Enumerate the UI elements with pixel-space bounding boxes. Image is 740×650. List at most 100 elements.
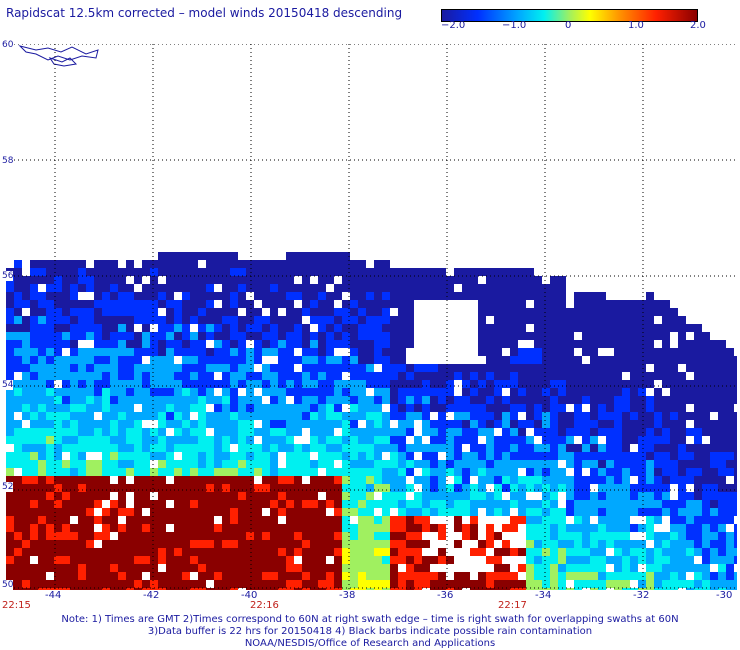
wind-cell [118, 388, 126, 396]
wind-cell [126, 324, 134, 332]
wind-cell [646, 316, 654, 324]
wind-cell [326, 348, 334, 356]
wind-cell [710, 532, 718, 540]
wind-cell [646, 300, 654, 308]
wind-cell [358, 476, 366, 484]
wind-cell [510, 444, 518, 452]
wind-cell [678, 500, 686, 508]
wind-cell [102, 484, 110, 492]
wind-cell [502, 580, 510, 588]
wind-cell [462, 380, 470, 388]
wind-cell [406, 540, 414, 548]
wind-cell [22, 516, 30, 524]
wind-cell [510, 580, 518, 588]
wind-cell [438, 500, 446, 508]
wind-cell [422, 580, 430, 588]
wind-cell [510, 412, 518, 420]
wind-cell [694, 532, 702, 540]
wind-cell [654, 348, 662, 356]
wind-cell [102, 468, 110, 476]
wind-cell [366, 484, 374, 492]
wind-cell [302, 380, 310, 388]
wind-cell [294, 588, 302, 590]
wind-cell [574, 420, 582, 428]
wind-cell [638, 340, 646, 348]
wind-cell [14, 476, 22, 484]
wind-cell [142, 396, 150, 404]
wind-cell [230, 452, 238, 460]
wind-cell [382, 420, 390, 428]
wind-cell [438, 484, 446, 492]
wind-cell [62, 532, 70, 540]
wind-cell [510, 452, 518, 460]
wind-cell [150, 268, 158, 276]
wind-cell [134, 332, 142, 340]
wind-cell [470, 284, 478, 292]
wind-cell [262, 260, 270, 268]
wind-cell [494, 508, 502, 516]
wind-cell [486, 292, 494, 300]
wind-cell [654, 388, 662, 396]
wind-cell [398, 516, 406, 524]
lon-label: -34 [535, 590, 552, 601]
wind-cell [166, 588, 174, 590]
wind-cell [134, 428, 142, 436]
wind-cell [606, 396, 614, 404]
wind-cell [166, 372, 174, 380]
wind-cell [686, 548, 694, 556]
wind-cell [350, 300, 358, 308]
wind-cell [582, 324, 590, 332]
wind-cell [654, 308, 662, 316]
wind-cell [542, 292, 550, 300]
wind-cell [630, 428, 638, 436]
wind-cell [446, 452, 454, 460]
wind-cell [454, 500, 462, 508]
wind-cell [510, 484, 518, 492]
wind-cell [366, 452, 374, 460]
wind-cell [422, 484, 430, 492]
wind-cell [6, 332, 14, 340]
wind-cell [686, 564, 694, 572]
wind-cell [54, 260, 62, 268]
wind-cell [534, 428, 542, 436]
wind-cell [686, 540, 694, 548]
wind-cell [710, 500, 718, 508]
wind-cell [270, 524, 278, 532]
wind-cell [654, 484, 662, 492]
wind-cell [270, 284, 278, 292]
wind-cell [238, 316, 246, 324]
wind-cell [102, 460, 110, 468]
wind-cell [70, 460, 78, 468]
wind-cell [510, 276, 518, 284]
wind-cell [174, 492, 182, 500]
wind-cell [510, 332, 518, 340]
wind-cell [558, 452, 566, 460]
wind-cell [654, 572, 662, 580]
wind-cell [118, 324, 126, 332]
wind-cell [294, 268, 302, 276]
wind-cell [598, 484, 606, 492]
wind-cell [134, 412, 142, 420]
wind-cell [238, 524, 246, 532]
wind-cell [654, 428, 662, 436]
wind-cell [614, 404, 622, 412]
wind-cell [622, 532, 630, 540]
wind-cell [70, 300, 78, 308]
wind-cell [30, 532, 38, 540]
wind-cell [550, 308, 558, 316]
wind-cell [278, 532, 286, 540]
wind-cell [398, 364, 406, 372]
wind-cell [86, 372, 94, 380]
wind-cell [14, 492, 22, 500]
wind-cell [702, 476, 710, 484]
wind-cell [694, 396, 702, 404]
wind-cell [534, 508, 542, 516]
wind-cell [462, 524, 470, 532]
wind-cell [182, 460, 190, 468]
wind-cell [70, 268, 78, 276]
wind-cell [494, 468, 502, 476]
wind-cell [518, 348, 526, 356]
wind-cell [102, 516, 110, 524]
wind-cell [190, 444, 198, 452]
wind-cell [238, 364, 246, 372]
